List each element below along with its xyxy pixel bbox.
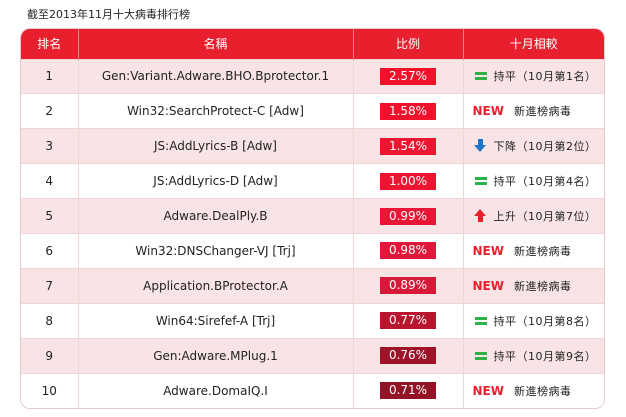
table-row: 8 Win64:Sirefef-A [Trj] 0.77% 持平（10月第8名） (21, 302, 604, 339)
table-row: 2 Win32:SearchProtect-C [Adw] 1.58% NEW 新進榜病… (21, 93, 604, 129)
change-cell: 持平（10月第4名） (462, 163, 604, 199)
up-arrow-icon (473, 209, 488, 223)
ratio-cell: 0.99% (352, 198, 463, 234)
ratio-badge: 0.71% (380, 382, 436, 400)
rank-cell: 10 (21, 372, 78, 408)
new-badge: NEW (472, 383, 504, 398)
page-title: 截至2013年11月十大病毒排行榜 (27, 8, 190, 21)
change-indicator: NEW 新進榜病毒 (464, 269, 604, 302)
ratio-cell: 0.77% (352, 302, 463, 339)
ratio-badge: 0.89% (380, 277, 436, 295)
ratio-badge: 0.99% (380, 207, 436, 225)
ratio-badge: 2.57% (380, 67, 436, 85)
change-cell: 持平（10月第9名） (462, 337, 604, 374)
table-row: 10 Adware.DomaIQ.I 0.71% NEW 新進榜病毒 (21, 372, 604, 408)
equal-icon (474, 349, 488, 363)
rank-cell: 7 (21, 267, 78, 304)
equal-icon (474, 69, 488, 83)
table-row: 1 Gen:Variant.Adware.BHO.Bprotector.1 2.57… (21, 58, 604, 94)
rank-cell: 4 (21, 163, 78, 199)
table-row: 7 Application.BProtector.A 0.89% NEW 新進榜病毒 (21, 267, 604, 304)
ratio-badge: 1.54% (380, 137, 436, 155)
ratio-cell: 0.98% (352, 232, 463, 269)
table-row: 3 JS:AddLyrics-B [Adw] 1.54% 下降（10月第2位） (21, 128, 604, 164)
virus-name-cell: Gen:Variant.Adware.BHO.Bprotector.1 (77, 58, 353, 94)
ratio-badge: 1.58% (380, 102, 436, 120)
change-indicator: NEW 新進榜病毒 (464, 374, 604, 408)
virus-name-cell: Adware.DealPly.B (77, 198, 353, 234)
change-indicator: 下降（10月第2位） (464, 130, 604, 163)
change-text: 新進榜病毒 (513, 384, 572, 398)
change-cell: 持平（10月第8名） (462, 302, 604, 339)
virus-name-cell: Gen:Adware.MPlug.1 (77, 337, 353, 374)
ratio-cell: 1.54% (352, 128, 463, 164)
header-ratio: 比例 (352, 29, 463, 59)
ratio-badge: 0.98% (380, 242, 436, 260)
change-cell: NEW 新進榜病毒 (462, 93, 604, 129)
virus-name-cell: Win32:DNSChanger-VJ [Trj] (77, 232, 353, 269)
change-text: 持平（10月第4名） (493, 175, 597, 189)
virus-name-cell: JS:AddLyrics-B [Adw] (77, 128, 353, 164)
change-text: 新進榜病毒 (513, 279, 572, 293)
ratio-badge: 0.77% (380, 312, 436, 330)
virus-name-cell: Win32:SearchProtect-C [Adw] (77, 93, 353, 129)
change-cell: NEW 新進榜病毒 (462, 232, 604, 269)
new-badge: NEW (472, 278, 504, 293)
equal-icon (474, 174, 488, 188)
change-text: 新進榜病毒 (513, 244, 572, 258)
equal-icon (474, 314, 488, 328)
change-cell: 持平（10月第1名） (462, 58, 604, 94)
table-row: 4 JS:AddLyrics-D [Adw] 1.00% 持平（10月第4名） (21, 163, 604, 199)
table-row: 5 Adware.DealPly.B 0.99% 上升（10月第7位） (21, 198, 604, 234)
header-rank: 排名 (37, 37, 62, 52)
virus-name-cell: Application.BProtector.A (77, 267, 353, 304)
change-text: 上升（10月第7位） (493, 210, 597, 223)
change-text: 持平（10月第1名） (493, 70, 597, 84)
new-badge: NEW (472, 104, 504, 119)
rank-cell: 6 (21, 232, 78, 269)
change-indicator: NEW 新進榜病毒 (464, 234, 604, 267)
ratio-cell: 1.00% (352, 163, 463, 199)
table-row: 9 Gen:Adware.MPlug.1 0.76% 持平（10月第9名） (21, 337, 604, 374)
ratio-cell: 0.71% (352, 372, 463, 408)
ratio-cell: 2.57% (352, 58, 463, 94)
table-header-row: 排名 名稱 比例 十月相較 (21, 29, 604, 59)
rank-cell: 2 (21, 93, 78, 129)
virus-name-cell: JS:AddLyrics-D [Adw] (77, 163, 353, 199)
rank-cell: 3 (21, 128, 78, 164)
change-cell: NEW 新進榜病毒 (462, 372, 604, 408)
table-body: 1 Gen:Variant.Adware.BHO.Bprotector.1 2.57… (21, 58, 604, 408)
new-badge: NEW (472, 243, 504, 258)
rank-cell: 8 (21, 302, 78, 339)
change-indicator: 持平（10月第4名） (464, 165, 604, 198)
change-text: 持平（10月第8名） (493, 314, 597, 328)
ratio-badge: 1.00% (380, 172, 436, 190)
change-cell: NEW 新進榜病毒 (462, 267, 604, 304)
header-compare: 十月相較 (462, 29, 604, 59)
change-indicator: NEW 新進榜病毒 (464, 95, 604, 128)
ratio-cell: 0.89% (352, 267, 463, 304)
change-indicator: 持平（10月第9名） (464, 339, 604, 372)
change-text: 下降（10月第2位） (493, 140, 597, 154)
virus-ranking-table: 排名 名稱 比例 十月相較 1 Gen:Variant.Adware.BHO.Bp… (20, 28, 605, 409)
change-text: 持平（10月第9名） (493, 349, 597, 363)
virus-name-cell: Adware.DomaIQ.I (77, 372, 353, 408)
header-name: 名稱 (77, 29, 353, 59)
change-cell: 上升（10月第7位） (462, 198, 604, 234)
rank-cell: 1 (21, 58, 78, 94)
virus-name-cell: Win64:Sirefef-A [Trj] (77, 302, 353, 339)
change-indicator: 持平（10月第1名） (464, 60, 604, 93)
change-indicator: 持平（10月第8名） (464, 304, 604, 337)
change-indicator: 上升（10月第7位） (464, 200, 604, 233)
ratio-cell: 1.58% (352, 93, 463, 129)
rank-cell: 5 (21, 198, 78, 234)
rank-cell: 9 (21, 337, 78, 374)
change-text: 新進榜病毒 (513, 105, 572, 119)
ratio-cell: 0.76% (352, 337, 463, 374)
down-arrow-icon (473, 139, 488, 153)
table-row: 6 Win32:DNSChanger-VJ [Trj] 0.98% NEW 新進榜病毒 (21, 232, 604, 269)
ratio-badge: 0.76% (380, 347, 436, 365)
change-cell: 下降（10月第2位） (462, 128, 604, 164)
